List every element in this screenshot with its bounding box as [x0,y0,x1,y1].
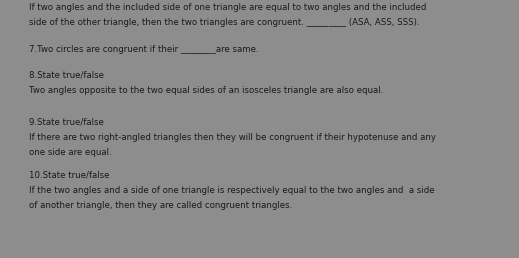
Text: of another triangle, then they are called congruent triangles.: of another triangle, then they are calle… [29,201,292,210]
Text: 7.Two circles are congruent if their ________are same.: 7.Two circles are congruent if their ___… [29,45,258,54]
Text: If two angles and the included side of one triangle are equal to two angles and : If two angles and the included side of o… [29,3,426,12]
Text: side of the other triangle, then the two triangles are congruent. _________ (ASA: side of the other triangle, then the two… [29,18,419,27]
Text: 10.State true/false: 10.State true/false [29,170,109,179]
Text: one side are equal.: one side are equal. [29,148,111,157]
Text: 8.State true/false: 8.State true/false [29,71,104,80]
Text: If there are two right-angled triangles then they will be congruent if their hyp: If there are two right-angled triangles … [29,133,435,142]
Text: 9.State true/false: 9.State true/false [29,117,103,126]
Text: If the two angles and a side of one triangle is respectively equal to the two an: If the two angles and a side of one tria… [29,186,434,195]
Text: Two angles opposite to the two equal sides of an isosceles triangle are also equ: Two angles opposite to the two equal sid… [29,86,383,95]
